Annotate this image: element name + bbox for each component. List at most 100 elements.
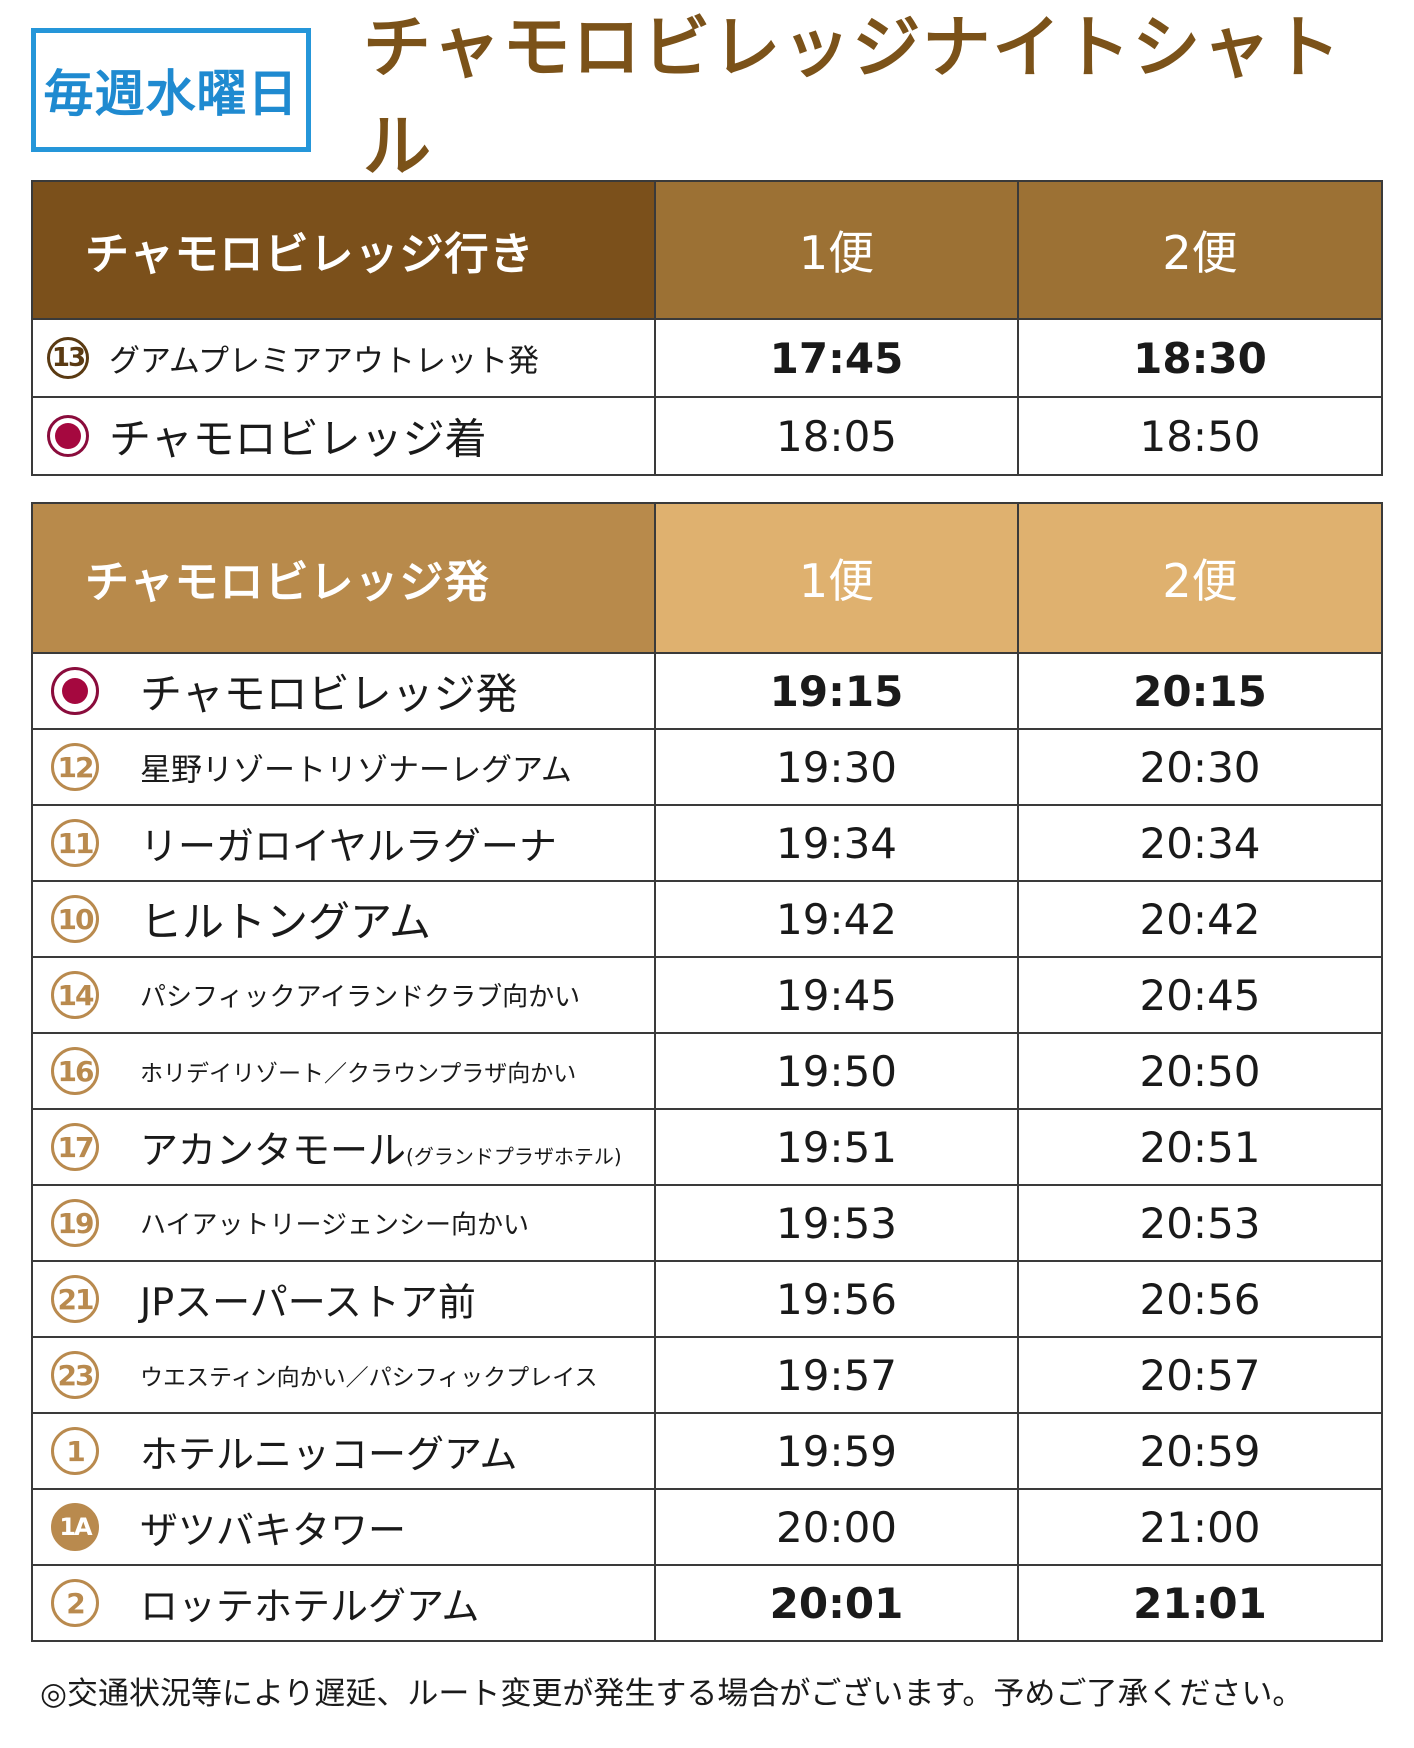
stop-cell: 11 リーガロイヤルラグーナ [31, 804, 656, 882]
table-header-row: チャモロビレッジ行き 1便 2便 [31, 180, 1383, 320]
table-row: 23 ウエスティン向かい／パシフィックプレイス 19:57 20:57 [31, 1336, 1383, 1414]
stop-number-1-icon: 1 [51, 1427, 99, 1475]
stop-number-23-icon: 23 [51, 1351, 99, 1399]
time-trip-2: 20:42 [1017, 880, 1383, 958]
table-row: 11 リーガロイヤルラグーナ 19:34 20:34 [31, 804, 1383, 882]
time-trip-2: 21:00 [1017, 1488, 1383, 1566]
stop-name: 星野リゾートリゾナーレグアム [140, 752, 572, 789]
header-trip-2: 2便 [1017, 180, 1383, 320]
time-trip-2: 20:59 [1017, 1412, 1383, 1490]
stop-name: アカンタモール [140, 1128, 407, 1173]
stop-name: パシフィックアイランドクラブ向かい [140, 982, 581, 1013]
stop-cell: 1A ザツバキタワー [31, 1488, 656, 1566]
time-trip-1: 19:56 [654, 1260, 1019, 1338]
table-row: 13 グアムプレミアアウトレット発 17:45 18:30 [31, 318, 1383, 398]
stop-name: チャモロビレッジ着 [109, 414, 487, 464]
table-row: 16 ホリデイリゾート／クラウンプラザ向かい 19:50 20:50 [31, 1032, 1383, 1110]
stop-name: ロッテホテルグアム [140, 1584, 480, 1629]
time-trip-2: 20:57 [1017, 1336, 1383, 1414]
day-badge: 毎週水曜日 [31, 28, 311, 152]
time-trip-2: 18:30 [1017, 318, 1383, 398]
time-trip-1: 19:34 [654, 804, 1019, 882]
table-row: チャモロビレッジ着 18:05 18:50 [31, 396, 1383, 476]
stop-cell: 1 ホテルニッコーグアム [31, 1412, 656, 1490]
table-row: 12 星野リゾートリゾナーレグアム 19:30 20:30 [31, 728, 1383, 806]
header-stop: チャモロビレッジ行き [31, 180, 656, 320]
schedule-table-to-village: チャモロビレッジ行き 1便 2便 13 グアムプレミアアウトレット発 17:45… [31, 180, 1383, 476]
stop-name: ザツバキタワー [140, 1508, 407, 1553]
table-row: 10 ヒルトングアム 19:42 20:42 [31, 880, 1383, 958]
time-trip-1: 20:01 [654, 1564, 1019, 1642]
stop-number-12-icon: 12 [51, 743, 99, 791]
stop-name: グアムプレミアアウトレット発 [109, 343, 539, 380]
stop-name: ホリデイリゾート／クラウンプラザ向かい [140, 1061, 577, 1087]
stop-number-14-icon: 14 [51, 971, 99, 1019]
time-trip-1: 19:45 [654, 956, 1019, 1034]
stop-number-19-icon: 19 [51, 1199, 99, 1247]
stop-number-10-icon: 10 [51, 895, 99, 943]
time-trip-1: 19:30 [654, 728, 1019, 806]
time-trip-1: 19:57 [654, 1336, 1019, 1414]
stop-name: ハイアットリージェンシー向かい [140, 1210, 529, 1241]
stop-cell: 13 グアムプレミアアウトレット発 [31, 318, 656, 398]
time-trip-1: 19:42 [654, 880, 1019, 958]
stop-number-13-icon: 13 [47, 337, 89, 379]
stop-cell: 2 ロッテホテルグアム [31, 1564, 656, 1642]
stop-cell: 17 アカンタモール(グランドプラザホテル) [31, 1108, 656, 1186]
time-trip-2: 18:50 [1017, 396, 1383, 476]
footnote: ◎交通状況等により遅延、ルート変更が発生する場合がございます。予めご了承ください… [40, 1676, 1304, 1712]
time-trip-1: 17:45 [654, 318, 1019, 398]
time-trip-2: 20:56 [1017, 1260, 1383, 1338]
time-trip-2: 20:45 [1017, 956, 1383, 1034]
table-row: 14 パシフィックアイランドクラブ向かい 19:45 20:45 [31, 956, 1383, 1034]
time-trip-1: 19:59 [654, 1412, 1019, 1490]
time-trip-1: 19:50 [654, 1032, 1019, 1110]
stop-cell: 12 星野リゾートリゾナーレグアム [31, 728, 656, 806]
stop-name: ヒルトングアム [140, 897, 432, 947]
stop-number-16-icon: 16 [51, 1047, 99, 1095]
stop-name: リーガロイヤルラグーナ [140, 824, 557, 869]
time-trip-2: 20:15 [1017, 652, 1383, 730]
stop-number-21-icon: 21 [51, 1275, 99, 1323]
time-trip-2: 20:51 [1017, 1108, 1383, 1186]
table-row: 19 ハイアットリージェンシー向かい 19:53 20:53 [31, 1184, 1383, 1262]
stop-cell: 19 ハイアットリージェンシー向かい [31, 1184, 656, 1262]
village-target-icon [51, 667, 99, 715]
time-trip-1: 19:53 [654, 1184, 1019, 1262]
stop-note: (グランドプラザホテル) [406, 1144, 622, 1169]
stop-cell: 23 ウエスティン向かい／パシフィックプレイス [31, 1336, 656, 1414]
time-trip-1: 19:15 [654, 652, 1019, 730]
stop-cell: チャモロビレッジ着 [31, 396, 656, 476]
time-trip-1: 20:00 [654, 1488, 1019, 1566]
stop-name: ウエスティン向かい／パシフィックプレイス [140, 1365, 598, 1391]
time-trip-2: 20:53 [1017, 1184, 1383, 1262]
header-trip-2: 2便 [1017, 502, 1383, 654]
stop-name: JPスーパーストア前 [140, 1280, 476, 1325]
stop-number-11-icon: 11 [51, 819, 99, 867]
table-row: 1 ホテルニッコーグアム 19:59 20:59 [31, 1412, 1383, 1490]
header-stop: チャモロビレッジ発 [31, 502, 656, 654]
time-trip-2: 20:30 [1017, 728, 1383, 806]
stop-cell: 10 ヒルトングアム [31, 880, 656, 958]
time-trip-2: 20:50 [1017, 1032, 1383, 1110]
stop-number-1a-icon: 1A [51, 1503, 99, 1551]
stop-name: チャモロビレッジ発 [140, 669, 518, 719]
stop-name: ホテルニッコーグアム [140, 1432, 518, 1477]
table-row: 17 アカンタモール(グランドプラザホテル) 19:51 20:51 [31, 1108, 1383, 1186]
table-row: 1A ザツバキタワー 20:00 21:00 [31, 1488, 1383, 1566]
page-header: 毎週水曜日 チャモロビレッジナイトシャトル [31, 9, 1391, 187]
stop-cell: 16 ホリデイリゾート／クラウンプラザ向かい [31, 1032, 656, 1110]
table-row: 2 ロッテホテルグアム 20:01 21:01 [31, 1564, 1383, 1642]
village-target-icon [47, 415, 89, 457]
time-trip-1: 18:05 [654, 396, 1019, 476]
stop-cell: チャモロビレッジ発 [31, 652, 656, 730]
header-trip-1: 1便 [654, 180, 1019, 320]
stop-cell: 14 パシフィックアイランドクラブ向かい [31, 956, 656, 1034]
stop-cell: 21 JPスーパーストア前 [31, 1260, 656, 1338]
header-trip-1: 1便 [654, 502, 1019, 654]
table-row: チャモロビレッジ発 19:15 20:15 [31, 652, 1383, 730]
schedule-table-from-village: チャモロビレッジ発 1便 2便 チャモロビレッジ発 19:15 20:15 12… [31, 502, 1383, 1642]
time-trip-2: 21:01 [1017, 1564, 1383, 1642]
table-header-row: チャモロビレッジ発 1便 2便 [31, 502, 1383, 654]
stop-number-17-icon: 17 [51, 1123, 99, 1171]
